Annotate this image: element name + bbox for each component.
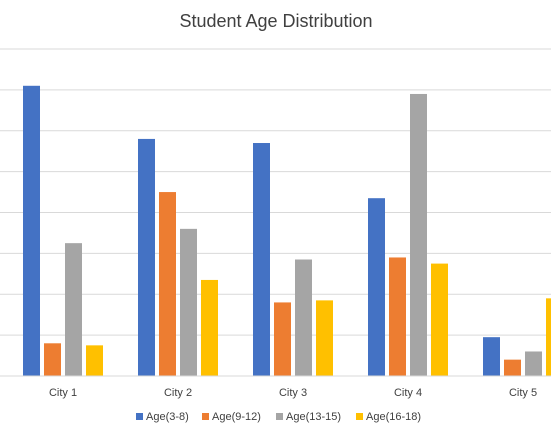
chart-title: Student Age Distribution (179, 11, 372, 31)
bar-1-4 (86, 345, 103, 376)
legend: Age(3-8) Age(9-12) Age(13-15) Age(16-18) (136, 411, 421, 423)
x-tick-label: City 5 (509, 387, 537, 399)
bar-3-2 (274, 302, 291, 376)
x-tick-label: City 1 (49, 387, 77, 399)
bar-3-1 (253, 143, 270, 376)
bar-3-4 (316, 300, 333, 376)
legend-swatch (356, 413, 363, 420)
bars (23, 85, 551, 377)
bar-4-3 (410, 93, 427, 377)
bar-5-4 (546, 298, 551, 376)
x-axis-tick-labels: City 1 City 2 City 3 City 4 City 5 (49, 387, 537, 399)
bar-5-3 (525, 351, 542, 376)
bar-4-2 (389, 257, 406, 376)
x-tick-label: City 3 (279, 387, 307, 399)
bar-5-1 (483, 337, 500, 376)
bar-3-3 (295, 259, 312, 376)
bar-5-2 (504, 359, 521, 376)
legend-swatch (136, 413, 143, 420)
legend-swatch (276, 413, 283, 420)
bar-4-4 (431, 263, 448, 376)
bar-2-4 (201, 279, 218, 376)
legend-label: Age(3-8) (146, 411, 189, 423)
bar-2-3 (180, 228, 197, 376)
x-tick-label: City 4 (394, 387, 422, 399)
legend-swatch (202, 413, 209, 420)
legend-label: Age(9-12) (212, 411, 261, 423)
gridlines (0, 48, 551, 336)
bar-1-1 (23, 85, 40, 376)
bar-2-2 (159, 192, 176, 376)
bar-2-1 (138, 138, 155, 376)
x-tick-label: City 2 (164, 387, 192, 399)
legend-label: Age(16-18) (366, 411, 421, 423)
bar-4-1 (368, 198, 385, 376)
bar-1-3 (65, 243, 82, 376)
legend-label: Age(13-15) (286, 411, 341, 423)
bar-1-2 (44, 343, 61, 376)
